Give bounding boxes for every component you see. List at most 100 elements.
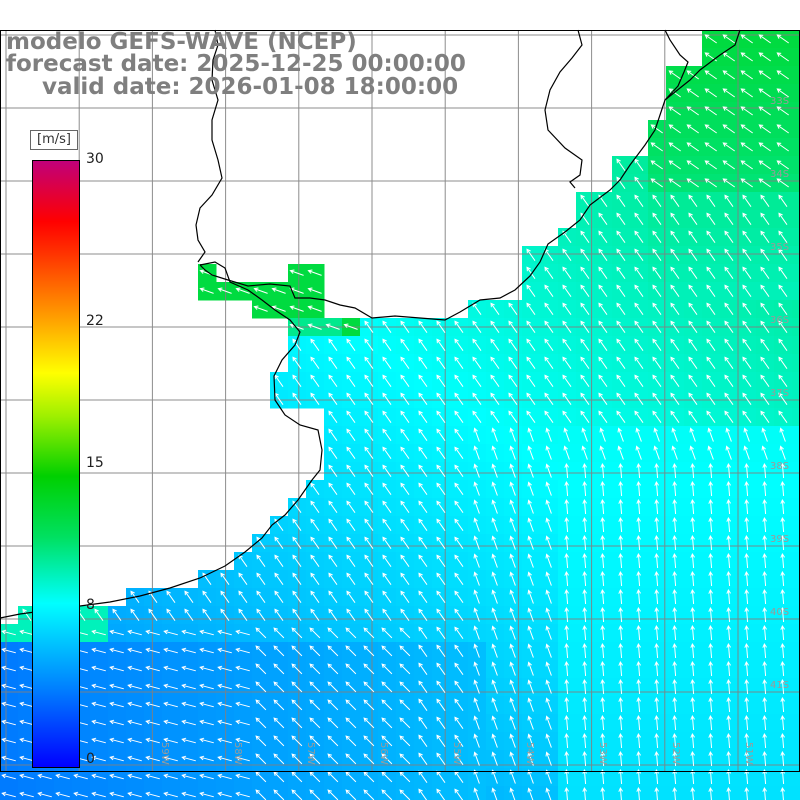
wind-arrow [776,142,789,152]
wind-arrow [235,737,250,744]
wind-arrow [618,624,624,641]
wind-arrow [382,356,392,369]
wind-arrow [671,427,678,442]
wind-arrow [598,410,608,423]
wind-arrow [454,752,464,765]
wind-arrow [740,52,753,62]
wind-arrow [708,768,714,785]
wind-arrow [364,428,374,441]
wind-arrow [636,516,642,533]
wind-arrow [292,374,302,387]
wind-arrow [345,645,357,657]
wind-arrow [545,643,552,658]
wind-arrow [722,142,735,152]
wind-arrow [418,356,428,369]
wind-arrow [309,645,321,657]
wind-arrow [454,572,464,585]
wind-arrow [364,536,374,549]
wind-arrow [722,160,735,170]
wind-arrow [780,732,786,749]
wind-arrow [726,462,732,479]
wind-arrow [346,464,356,477]
wind-arrow [328,536,338,549]
wind-arrow [363,735,375,747]
wind-arrow [686,88,699,98]
wind-arrow [109,647,124,654]
wind-arrow [636,696,642,713]
wind-arrow [109,755,124,762]
wind-arrow [600,768,606,785]
wind-arrow [652,212,662,225]
wind-arrow [744,678,750,695]
wind-arrow [672,660,678,677]
speed-cell [378,786,397,800]
wind-arrow [454,590,464,603]
wind-arrow [618,678,624,695]
wind-arrow [527,517,534,532]
wind-arrow [109,719,124,726]
wind-arrow [109,737,124,744]
wind-arrow [291,717,303,729]
wind-arrow [491,427,498,442]
wind-arrow [582,534,588,551]
wind-arrow [582,606,588,623]
wind-arrow [473,787,480,800]
wind-arrow [436,518,446,531]
wind-arrow [686,70,699,80]
wind-arrow [364,338,374,351]
wind-arrow [436,338,446,351]
wind-arrow [235,665,250,672]
longitude-label: 52W [670,742,681,765]
wind-arrow [724,230,734,243]
wind-arrow [274,536,284,549]
wind-arrow [545,535,552,550]
wind-arrow [707,427,714,442]
wind-arrow [273,663,285,675]
wind-arrow [328,500,338,513]
wind-arrow [545,589,552,604]
speed-cell [792,750,800,769]
uruguay-coast [199,29,741,321]
wind-arrow [580,248,590,261]
wind-arrow [654,624,660,641]
wind-arrow [600,570,606,587]
wind-arrow [600,642,606,659]
wind-arrow [418,374,428,387]
wind-arrow [724,338,734,351]
wind-arrow [690,516,696,533]
wind-arrow [688,230,698,243]
wind-arrow [672,570,678,587]
wind-arrow [616,230,626,243]
speed-cell [792,138,800,157]
wind-arrow [600,498,606,515]
wind-arrow [742,356,752,369]
wind-arrow [364,356,374,369]
wind-arrow [181,701,196,708]
wind-arrow [364,446,374,459]
wind-arrow [381,753,393,765]
wind-arrow [598,212,608,225]
wind-arrow [758,52,771,62]
wind-arrow [726,768,732,785]
wind-arrow [616,320,626,333]
wind-arrow [762,750,768,767]
wind-arrow [690,498,696,515]
wind-arrow [545,499,552,514]
wind-arrow [726,570,732,587]
wind-arrow [363,789,375,800]
wind-arrow [580,338,590,351]
wind-arrow [668,106,681,116]
wind-arrow [582,642,588,659]
wind-arrow [509,445,516,460]
wind-arrow [274,572,284,585]
wind-arrow [273,717,285,729]
wind-arrow [742,284,752,297]
wind-arrow [418,320,428,333]
wind-arrow [454,338,464,351]
wind-arrow [145,719,160,726]
wind-arrow [580,266,590,279]
uruguay-river-border [195,29,223,263]
wind-arrow [491,625,498,640]
wind-arrow [491,589,498,604]
wind-arrow [327,699,339,711]
